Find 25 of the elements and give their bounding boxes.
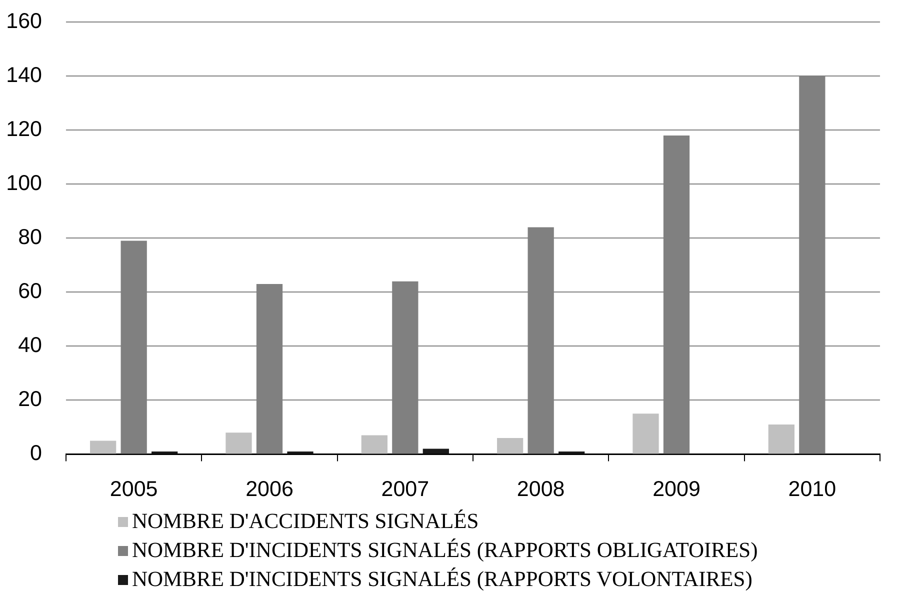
y-tick-label: 140 xyxy=(6,62,42,87)
bar xyxy=(497,438,524,454)
y-tick-label: 120 xyxy=(6,116,42,141)
bar xyxy=(361,435,388,454)
y-tick-label: 40 xyxy=(18,333,42,358)
y-tick-label: 0 xyxy=(30,441,42,466)
x-tick-label: 2005 xyxy=(110,477,158,502)
x-tick-label: 2006 xyxy=(246,477,294,502)
y-tick-label: 160 xyxy=(6,8,42,33)
bar xyxy=(90,440,116,454)
x-tick-label: 2010 xyxy=(788,477,836,502)
bar xyxy=(226,432,252,454)
x-tick-label: 2008 xyxy=(516,477,565,502)
y-tick-label: 20 xyxy=(18,387,42,412)
y-tick-label: 60 xyxy=(18,279,42,304)
y-tick-label: 100 xyxy=(6,170,42,195)
bar xyxy=(768,424,794,454)
legend-label: NOMBRE D'ACCIDENTS SIGNALÉS xyxy=(132,509,479,534)
bar xyxy=(422,448,449,454)
y-tick-label: 80 xyxy=(18,225,42,250)
legend-label: NOMBRE D'INCIDENTS SIGNALÉS (RAPPORTS OBLIGATOIRES) xyxy=(132,538,758,563)
legend-label: NOMBRE D'INCIDENTS SIGNALÉS (RAPPORTS VOLONTAIRES) xyxy=(132,567,752,591)
x-tick-label: 2009 xyxy=(652,477,700,502)
bar xyxy=(632,414,659,454)
x-tick-label: 2007 xyxy=(381,477,430,502)
